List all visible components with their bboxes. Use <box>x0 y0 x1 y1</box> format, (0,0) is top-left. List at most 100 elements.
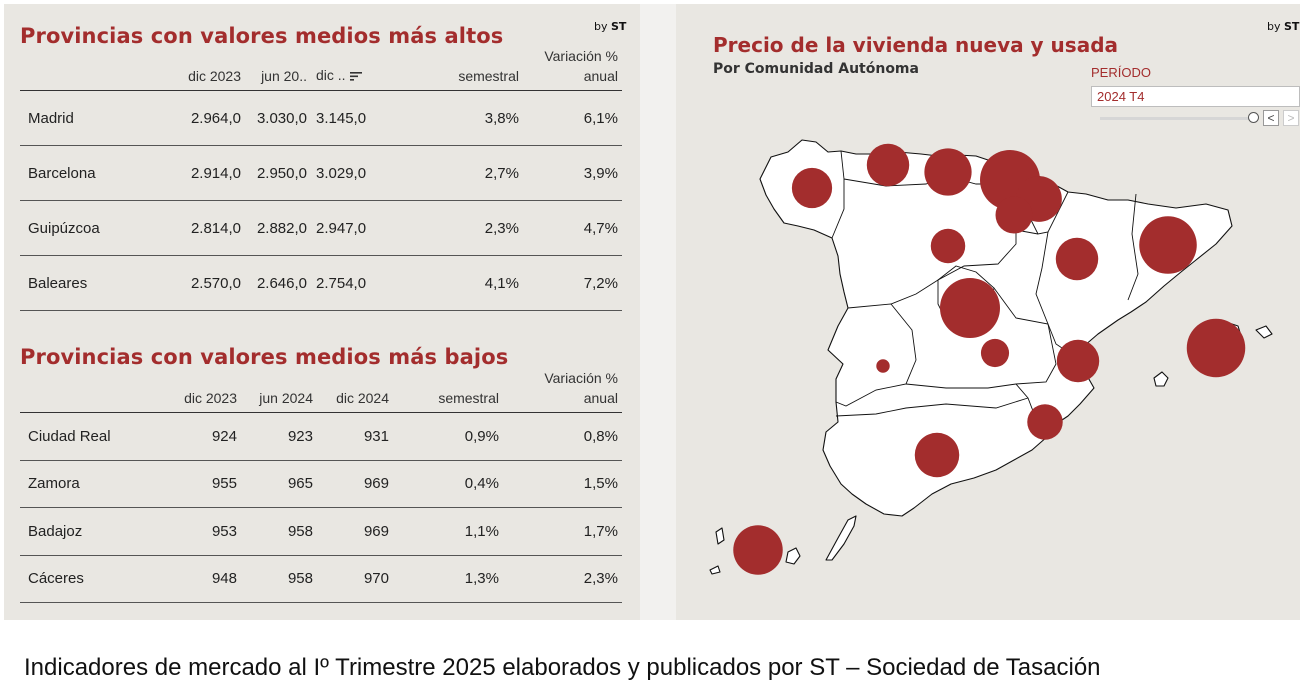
spain-bubble-map <box>709 139 1273 575</box>
value-cell: 0,9% <box>393 412 503 461</box>
province-name: Badajoz <box>20 507 170 556</box>
period-label: PERÍODO <box>1091 65 1151 80</box>
value-cell: 2.950,0 <box>245 145 311 201</box>
period-slider-track[interactable] <box>1100 117 1250 120</box>
bubble-extremadura[interactable] <box>876 359 890 373</box>
low-values-title: Provincias con valores medios más bajos <box>20 345 509 369</box>
map-title: Precio de la vivienda nueva y usada <box>713 33 1119 57</box>
column-header-semestral[interactable]: semestral <box>401 46 523 91</box>
value-cell: 2,7% <box>401 145 523 201</box>
column-header-dic-2024[interactable]: dic 2024 <box>317 368 393 413</box>
column-header-anual[interactable]: Variación % anual <box>523 46 622 91</box>
bubble-andalucia[interactable] <box>914 432 960 478</box>
border-extremadura-east <box>835 303 917 407</box>
value-cell: 955 <box>170 460 241 508</box>
column-header-dic-2023[interactable]: dic 2023 <box>172 46 245 91</box>
value-cell: 3.030,0 <box>245 90 311 146</box>
border-navarra <box>1025 191 1069 235</box>
value-cell: 1,1% <box>393 507 503 556</box>
value-cell: 3,9% <box>523 145 622 201</box>
value-cell: 923 <box>241 412 317 461</box>
bubble-la-rioja[interactable] <box>995 196 1033 234</box>
value-cell: 3.029,0 <box>311 145 401 201</box>
bubble-cataluna[interactable] <box>1139 216 1197 274</box>
bubble-cantabria[interactable] <box>924 148 972 196</box>
value-cell: 970 <box>317 555 393 603</box>
table-header-row: dic 2023 jun 20.. dic .. semestral Varia… <box>20 46 622 91</box>
sort-descending-icon[interactable] <box>349 66 362 86</box>
figure-caption: Indicadores de mercado al Iº Trimestre 2… <box>24 654 1101 681</box>
gran-canaria-island <box>785 547 801 565</box>
bubble-castilla-la-mancha[interactable] <box>980 338 1010 368</box>
border-castilla-mancha-south <box>905 287 1057 389</box>
bubble-comunitat-valenciana[interactable] <box>1056 339 1100 383</box>
table-row: Guipúzcoa 2.814,0 2.882,0 2.947,0 2,3% 4… <box>20 200 622 256</box>
value-cell: 2.914,0 <box>172 145 245 201</box>
border-andalucia-north <box>835 397 1029 417</box>
value-cell: 924 <box>170 412 241 461</box>
column-header-jun-2024[interactable]: jun 2024 <box>241 368 317 413</box>
table-row: Badajoz 953 958 969 1,1% 1,7% <box>20 507 622 556</box>
value-cell: 2.814,0 <box>172 200 245 256</box>
next-period-button[interactable]: > <box>1283 110 1299 126</box>
bubble-galicia[interactable] <box>791 167 833 209</box>
border-castilla-leon-south <box>847 230 1017 309</box>
value-cell: 2.570,0 <box>172 255 245 311</box>
brand-mark-map: by ST <box>1267 20 1300 33</box>
previous-period-button[interactable]: < <box>1263 110 1279 126</box>
bubble-castilla-y-leon[interactable] <box>930 228 966 264</box>
value-cell: 965 <box>241 460 317 508</box>
value-cell: 948 <box>170 555 241 603</box>
value-cell: 953 <box>170 507 241 556</box>
value-cell: 6,1% <box>523 90 622 146</box>
fuerteventura-island <box>825 515 857 561</box>
table-row: Cáceres 948 958 970 1,3% 2,3% <box>20 555 622 603</box>
province-name: Cáceres <box>20 555 170 603</box>
column-header-province <box>20 368 170 413</box>
low-values-table: dic 2023 jun 2024 dic 2024 semestral Var… <box>20 368 622 603</box>
peninsula-outline <box>759 139 1233 517</box>
period-slider-handle[interactable] <box>1248 112 1259 123</box>
value-cell: 4,7% <box>523 200 622 256</box>
column-header-semestral[interactable]: semestral <box>393 368 503 413</box>
column-header-dic-2023[interactable]: dic 2023 <box>170 368 241 413</box>
value-cell: 3.145,0 <box>311 90 401 146</box>
bubble-canarias[interactable] <box>733 525 783 575</box>
value-cell: 2.754,0 <box>311 255 401 311</box>
panel-gutter <box>640 4 676 620</box>
province-name: Zamora <box>20 460 170 508</box>
border-galicia <box>831 150 845 239</box>
table-row: Baleares 2.570,0 2.646,0 2.754,0 4,1% 7,… <box>20 255 622 311</box>
value-cell: 1,5% <box>503 460 622 508</box>
value-cell: 0,8% <box>503 412 622 461</box>
value-cell: 931 <box>317 412 393 461</box>
column-header-jun-2024[interactable]: jun 20.. <box>245 46 311 91</box>
value-cell: 969 <box>317 507 393 556</box>
bubble-asturias[interactable] <box>866 143 910 187</box>
column-header-dic-2024[interactable]: dic .. <box>311 46 401 91</box>
bubble-region-de-murcia[interactable] <box>1027 404 1063 440</box>
value-cell: 2,3% <box>503 555 622 603</box>
border-aragon-west <box>1035 231 1049 325</box>
bubble-comunidad-de-madrid[interactable] <box>940 278 1000 338</box>
value-cell: 1,7% <box>503 507 622 556</box>
province-name: Ciudad Real <box>20 412 170 461</box>
province-name: Baleares <box>20 255 172 311</box>
bubble-aragon[interactable] <box>1055 237 1099 281</box>
value-cell: 4,1% <box>401 255 523 311</box>
high-values-table: dic 2023 jun 20.. dic .. semestral Varia… <box>20 46 622 311</box>
column-header-anual[interactable]: Variación % anual <box>503 368 622 413</box>
value-cell: 969 <box>317 460 393 508</box>
province-name: Barcelona <box>20 145 172 201</box>
value-cell: 1,3% <box>393 555 503 603</box>
high-values-title: Provincias con valores medios más altos <box>20 24 504 48</box>
bubble-illes-balears[interactable] <box>1186 318 1246 378</box>
column-header-province <box>20 46 172 91</box>
table-row: Ciudad Real 924 923 931 0,9% 0,8% <box>20 412 622 461</box>
value-cell: 958 <box>241 507 317 556</box>
period-dropdown[interactable]: 2024 T4 <box>1091 86 1300 107</box>
value-cell: 0,4% <box>393 460 503 508</box>
menorca-island <box>1255 325 1273 339</box>
province-name: Madrid <box>20 90 172 146</box>
bubble-layer <box>733 143 1246 575</box>
